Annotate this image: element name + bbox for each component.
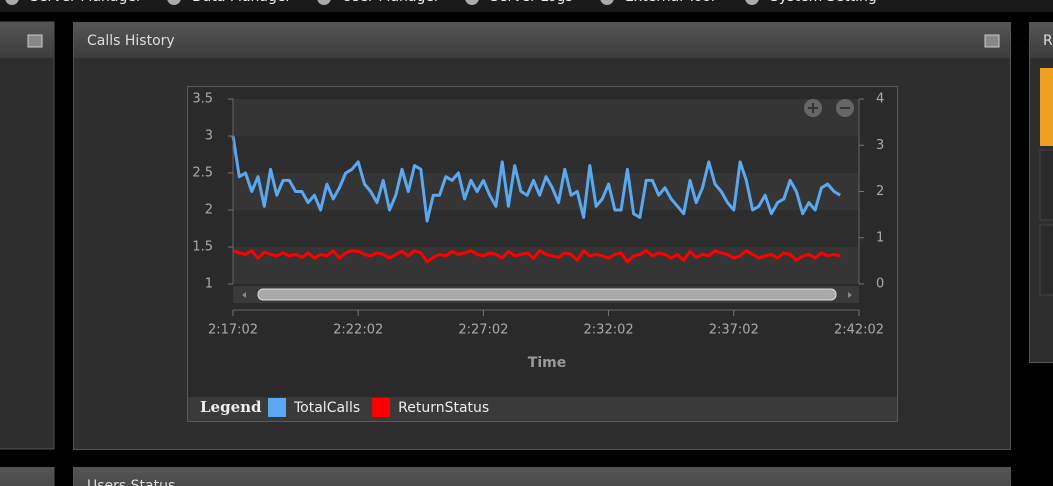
- menu-icon: [167, 0, 181, 5]
- series-line: [231, 135, 841, 223]
- left-panel: [0, 21, 55, 450]
- legend-title: Legend: [200, 398, 262, 416]
- y-tick-label: 2: [205, 203, 213, 218]
- panel-title: Users Status: [87, 478, 175, 486]
- scrollbar-thumb[interactable]: [257, 288, 837, 301]
- status-tile: [1039, 149, 1053, 221]
- y-tick-label: 1: [205, 277, 213, 292]
- menu-item[interactable]: Server Manager: [30, 0, 142, 5]
- menu-item[interactable]: Server Logs: [490, 0, 573, 5]
- y-tick-label: 3: [205, 129, 213, 144]
- menu-bar: [0, 0, 1053, 12]
- x-tick-label: 2:42:02: [834, 323, 884, 338]
- legend-bar: [188, 397, 897, 421]
- bottom-left-panel: [0, 467, 55, 486]
- menu-icon: [600, 0, 614, 5]
- status-tile: [1039, 224, 1053, 296]
- zoom-in-icon: [808, 103, 818, 113]
- y2-tick-label: 2: [876, 184, 884, 199]
- panel-button[interactable]: [984, 34, 1000, 48]
- menu-item[interactable]: External Tool: [625, 0, 715, 5]
- series-line: [232, 249, 841, 264]
- x-tick-label: 2:32:02: [584, 323, 634, 338]
- right-panel-header: [1030, 23, 1053, 58]
- left-panel-header: [0, 22, 54, 58]
- legend-label: ReturnStatus: [398, 400, 489, 416]
- x-tick-label: 2:17:02: [208, 323, 258, 338]
- y2-tick-label: 3: [876, 138, 884, 153]
- menu-icon: [745, 0, 759, 5]
- main-panel-header: [74, 23, 1010, 58]
- status-tile: [1040, 68, 1053, 146]
- menu-icon: [317, 0, 331, 5]
- menu-item[interactable]: System Setting: [770, 0, 877, 5]
- y2-tick-label: 4: [876, 92, 884, 107]
- x-axis-label: Time: [528, 355, 566, 371]
- panel-button[interactable]: [27, 34, 43, 48]
- legend-swatch: [372, 398, 391, 417]
- x-tick-label: 2:22:02: [333, 323, 383, 338]
- menu-item[interactable]: Data Manager: [192, 0, 291, 5]
- plot-band: [233, 210, 859, 247]
- y2-tick-label: 0: [876, 277, 884, 292]
- menu-item[interactable]: User Manager: [342, 0, 440, 5]
- x-tick-label: 2:37:02: [709, 323, 759, 338]
- panel-title: R: [1043, 33, 1053, 49]
- y-tick-label: 2.5: [192, 166, 213, 181]
- menu-icon: [465, 0, 479, 5]
- y-tick-label: 3.5: [192, 92, 213, 107]
- legend-swatch: [268, 398, 286, 417]
- y2-tick-label: 1: [876, 230, 884, 245]
- y-tick-label: 1.5: [192, 240, 213, 255]
- bottom-panel: [73, 467, 1011, 486]
- plot-band: [233, 247, 859, 284]
- plot-band: [233, 136, 859, 173]
- menu-icon: [5, 0, 19, 5]
- legend-label: TotalCalls: [293, 400, 360, 416]
- panel-title: Calls History: [87, 33, 175, 49]
- x-tick-label: 2:27:02: [458, 323, 508, 338]
- plot-band: [233, 99, 859, 136]
